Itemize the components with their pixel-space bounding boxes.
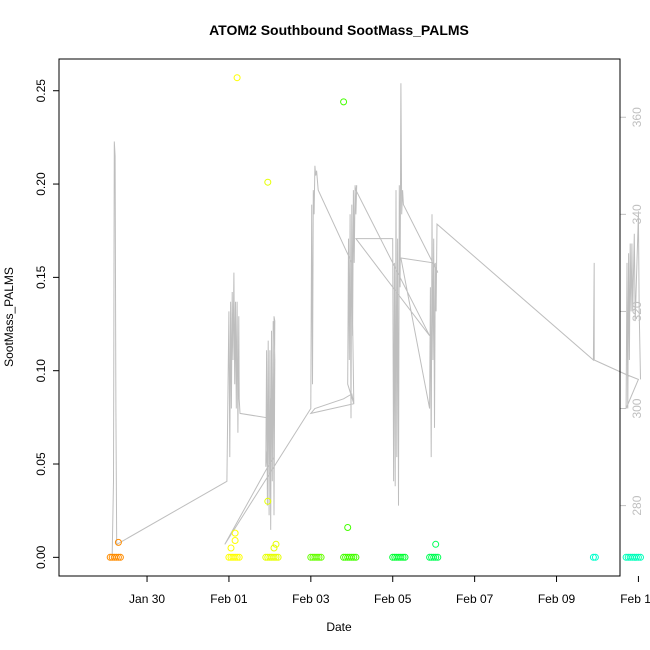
data-point-flight-8-1	[591, 553, 599, 561]
data-point-flight-3-6	[274, 553, 282, 561]
data-point-flight-3-7	[270, 544, 278, 552]
data-point-flight-5-4	[348, 553, 356, 561]
y-tick-label-2: 0.10	[34, 359, 48, 383]
data-point-flight-3-4	[270, 553, 278, 561]
plot-frame	[58, 58, 621, 577]
data-point-flight-2-3	[231, 553, 239, 561]
data-point-flight-8-0	[589, 553, 597, 561]
y2-tick-label-2: 320	[630, 301, 644, 321]
y2-tick-label-3: 340	[630, 204, 644, 224]
y-tick-label-3: 0.15	[34, 265, 48, 289]
y-tick-label-5: 0.25	[34, 79, 48, 103]
chart-title: ATOM2 Southbound SootMass_PALMS	[209, 22, 469, 38]
y-axis-label: SootMass_PALMS	[2, 267, 16, 367]
y-tick-label-4: 0.20	[34, 172, 48, 196]
y-tick-label-0: 0.00	[34, 545, 48, 569]
data-point-flight-6-4	[397, 553, 405, 561]
data-point-flight-3-5	[272, 553, 280, 561]
data-point-flight-6-6	[401, 553, 409, 561]
x-tick-label-4: Feb 07	[456, 592, 494, 606]
data-point-flight-6-5	[399, 553, 407, 561]
data-point-flight-4-3	[313, 553, 321, 561]
data-point-flight-1-6	[114, 538, 122, 546]
data-point-flight-7-4	[434, 553, 442, 561]
data-point-flight-3-10	[264, 178, 272, 186]
y-tick-label-1: 0.05	[34, 452, 48, 476]
x-tick-label-5: Feb 09	[538, 592, 576, 606]
data-point-flight-2-8	[231, 529, 239, 537]
x-tick-label-3: Feb 05	[374, 592, 412, 606]
data-point-flight-5-5	[350, 553, 358, 561]
x-tick-label-2: Feb 03	[292, 592, 330, 606]
data-point-flight-5-7	[344, 524, 352, 531]
data-point-flight-3-9	[264, 497, 272, 505]
axes-layer: Jan 30 Feb 01 Feb 03 Feb 05 Feb 07 Feb 09 Feb …	[34, 79, 650, 606]
data-point-flight-3-8	[272, 540, 280, 548]
data-point-flight-2-9	[233, 74, 241, 82]
data-point-flight-2-5	[235, 553, 243, 561]
x-tick-label-1: Feb 01	[210, 592, 248, 606]
x-tick-label-6: Feb 11	[620, 592, 650, 606]
data-point-flight-2-7	[231, 537, 239, 544]
data-point-flight-5-6	[352, 553, 360, 561]
data-point-flight-9-5	[632, 553, 640, 561]
data-point-flight-1-5	[116, 553, 124, 561]
secondary-trace-layer	[111, 83, 641, 555]
data-point-flight-2-4	[233, 553, 241, 561]
x-axis-label: Date	[326, 620, 352, 634]
data-point-flight-1-3	[112, 553, 120, 561]
points-layer	[106, 74, 644, 561]
data-point-flight-2-6	[227, 544, 235, 552]
x-tick-label-0: Jan 30	[129, 592, 165, 606]
secondary-trace-line	[111, 83, 641, 555]
data-point-flight-4-5	[317, 553, 325, 561]
y2-tick-label-0: 280	[630, 495, 644, 515]
data-point-flight-7-2	[430, 553, 438, 561]
data-point-flight-9-6	[634, 553, 642, 561]
data-point-flight-7-3	[432, 553, 440, 561]
data-point-flight-7-5	[432, 540, 440, 548]
y2-tick-label-4: 360	[630, 107, 644, 127]
data-point-flight-9-7	[637, 553, 644, 561]
data-point-flight-1-4	[114, 553, 122, 561]
y2-tick-label-1: 300	[630, 398, 644, 418]
data-point-flight-4-4	[315, 553, 323, 561]
data-point-flight-5-8	[340, 98, 348, 106]
